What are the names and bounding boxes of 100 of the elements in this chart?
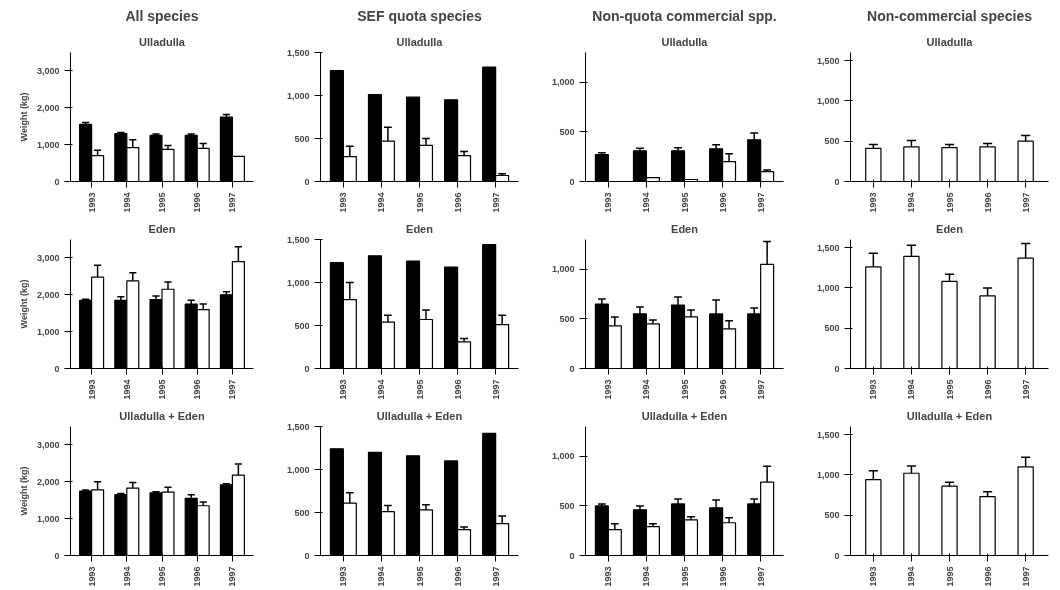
y-tick-label: 3,000 — [36, 65, 60, 76]
y-tick-label: 0 — [304, 176, 310, 187]
y-tick-label: 500 — [559, 313, 575, 324]
y-tick-label: 0 — [304, 363, 310, 374]
x-tick-label: 1993 — [868, 566, 879, 587]
y-tick-label: 1,000 — [36, 139, 60, 150]
x-tick-label: 1997 — [227, 379, 238, 400]
x-tick-label: 1996 — [192, 379, 203, 400]
x-tick-label: 1993 — [338, 379, 349, 400]
y-tick-label: 500 — [824, 323, 840, 334]
y-tick-label: 500 — [559, 500, 575, 511]
x-tick-label: 1995 — [414, 566, 425, 587]
y-tick-label: 500 — [824, 136, 840, 147]
x-tick-label: 1995 — [944, 192, 955, 213]
x-tick-label: 1996 — [982, 566, 993, 587]
chart-title: SEF quota species — [357, 7, 482, 24]
y-tick-label: 1,500 — [816, 242, 840, 253]
y-tick-label: 500 — [294, 507, 310, 518]
x-tick-label: 1996 — [452, 192, 463, 213]
x-tick-label: 1997 — [1020, 379, 1031, 400]
x-tick-label: 1996 — [452, 566, 463, 587]
chart-subtitle: Ulladulla — [396, 35, 444, 48]
y-tick-label: 0 — [569, 363, 575, 374]
chart-title: Ulladulla + Eden — [376, 409, 463, 422]
y-tick-label: 1,000 — [816, 469, 840, 480]
chart-subtitle: Ulladulla — [926, 35, 974, 48]
x-tick-label: 1996 — [982, 192, 993, 213]
x-tick-label: 1995 — [944, 566, 955, 587]
y-tick-label: 1,000 — [551, 77, 575, 88]
x-tick-label: 1993 — [338, 192, 349, 213]
y-tick-label: 1,500 — [816, 55, 840, 66]
x-tick-label: 1996 — [717, 566, 728, 587]
y-tick-label: 2,000 — [36, 476, 60, 487]
y-tick-label: 2,000 — [36, 102, 60, 113]
x-tick-label: 1993 — [86, 566, 97, 587]
x-tick-label: 1994 — [376, 566, 387, 587]
y-tick-label: 0 — [54, 363, 60, 374]
y-tick-label: 1,000 — [286, 277, 310, 288]
x-tick-label: 1994 — [121, 192, 132, 213]
y-tick-label: 1,000 — [551, 264, 575, 275]
x-tick-label: 1996 — [192, 192, 203, 213]
x-tick-label: 1994 — [121, 566, 132, 587]
y-tick-label: 500 — [824, 510, 840, 521]
x-tick-label: 1994 — [641, 379, 652, 400]
chart-title: Ulladulla + Eden — [906, 409, 993, 422]
x-tick-label: 1993 — [868, 192, 879, 213]
y-tick-label: 2,000 — [36, 289, 60, 300]
x-tick-label: 1993 — [868, 379, 879, 400]
x-tick-label: 1997 — [755, 192, 766, 213]
y-tick-label: 1,000 — [816, 282, 840, 293]
x-tick-label: 1997 — [755, 566, 766, 587]
x-tick-label: 1994 — [376, 192, 387, 213]
x-tick-label: 1995 — [679, 566, 690, 587]
y-tick-label: 1,000 — [551, 451, 575, 462]
x-tick-label: 1995 — [414, 379, 425, 400]
y-tick-label: 1,000 — [36, 513, 60, 524]
x-tick-label: 1994 — [376, 379, 387, 400]
x-tick-label: 1994 — [906, 379, 917, 400]
y-tick-label: 500 — [559, 126, 575, 137]
x-tick-label: 1995 — [157, 379, 167, 400]
y-tick-label: 1,500 — [816, 429, 840, 440]
chart-title: Eden — [148, 222, 176, 235]
y-tick-label: 1,500 — [286, 47, 310, 58]
x-tick-label: 1995 — [157, 566, 167, 587]
chart-title: Ulladulla + Eden — [641, 409, 728, 422]
y-tick-label: 0 — [834, 550, 840, 561]
x-tick-label: 1996 — [192, 566, 203, 587]
x-tick-label: 1993 — [86, 192, 97, 213]
x-tick-label: 1994 — [906, 566, 917, 587]
y-tick-label: 1,000 — [36, 326, 60, 337]
y-tick-label: 500 — [294, 133, 310, 144]
y-axis-title: Weight (kg) — [18, 279, 29, 329]
x-tick-label: 1996 — [717, 379, 728, 400]
x-tick-label: 1997 — [227, 192, 238, 213]
x-tick-label: 1995 — [414, 192, 425, 213]
x-tick-label: 1996 — [982, 379, 993, 400]
x-tick-label: 1997 — [755, 379, 766, 400]
chart-subtitle: Ulladulla — [139, 35, 186, 48]
x-tick-label: 1997 — [1020, 566, 1031, 587]
x-tick-label: 1996 — [452, 379, 463, 400]
chart-title: Eden — [671, 222, 699, 235]
y-tick-label: 0 — [304, 550, 310, 561]
y-tick-label: 3,000 — [36, 252, 60, 263]
x-tick-label: 1993 — [86, 379, 97, 400]
x-tick-label: 1997 — [490, 566, 501, 587]
x-tick-label: 1995 — [679, 379, 690, 400]
y-tick-label: 0 — [569, 176, 575, 187]
x-tick-label: 1994 — [641, 566, 652, 587]
y-tick-label: 1,500 — [286, 421, 310, 432]
x-tick-label: 1994 — [121, 379, 132, 400]
y-tick-label: 500 — [294, 320, 310, 331]
y-tick-label: 1,000 — [286, 90, 310, 101]
x-tick-label: 1995 — [679, 192, 690, 213]
y-tick-label: 3,000 — [36, 439, 60, 450]
x-tick-label: 1993 — [603, 379, 614, 400]
y-tick-label: 0 — [54, 176, 60, 187]
chart-title: Eden — [936, 222, 964, 235]
y-axis-title: Weight (kg) — [18, 466, 29, 516]
chart-subtitle: Ulladulla — [661, 35, 709, 48]
x-tick-label: 1993 — [603, 566, 614, 587]
